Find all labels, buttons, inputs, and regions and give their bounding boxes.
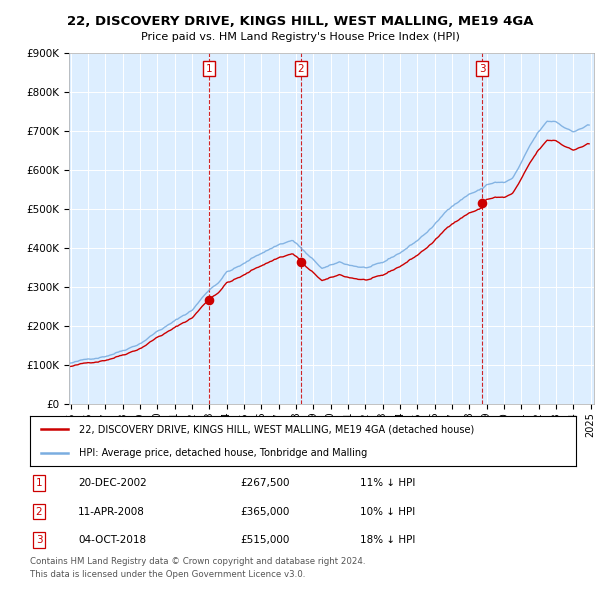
Text: 11-APR-2008: 11-APR-2008: [78, 507, 145, 516]
Text: 18% ↓ HPI: 18% ↓ HPI: [360, 535, 415, 545]
Text: 22, DISCOVERY DRIVE, KINGS HILL, WEST MALLING, ME19 4GA (detached house): 22, DISCOVERY DRIVE, KINGS HILL, WEST MA…: [79, 424, 475, 434]
Text: 3: 3: [35, 535, 43, 545]
Text: 10% ↓ HPI: 10% ↓ HPI: [360, 507, 415, 516]
Point: [296, 257, 305, 267]
Text: £267,500: £267,500: [240, 478, 290, 488]
Text: £365,000: £365,000: [240, 507, 289, 516]
Text: 22, DISCOVERY DRIVE, KINGS HILL, WEST MALLING, ME19 4GA: 22, DISCOVERY DRIVE, KINGS HILL, WEST MA…: [67, 15, 533, 28]
Text: This data is licensed under the Open Government Licence v3.0.: This data is licensed under the Open Gov…: [30, 570, 305, 579]
Point: [204, 295, 214, 304]
Text: 3: 3: [479, 64, 485, 74]
Text: £515,000: £515,000: [240, 535, 289, 545]
Point: [478, 199, 487, 208]
Text: Price paid vs. HM Land Registry's House Price Index (HPI): Price paid vs. HM Land Registry's House …: [140, 32, 460, 42]
Text: 1: 1: [206, 64, 212, 74]
Text: HPI: Average price, detached house, Tonbridge and Malling: HPI: Average price, detached house, Tonb…: [79, 448, 367, 458]
Text: 2: 2: [298, 64, 304, 74]
Text: 1: 1: [35, 478, 43, 488]
Text: Contains HM Land Registry data © Crown copyright and database right 2024.: Contains HM Land Registry data © Crown c…: [30, 557, 365, 566]
Text: 04-OCT-2018: 04-OCT-2018: [78, 535, 146, 545]
Text: 2: 2: [35, 507, 43, 516]
Text: 20-DEC-2002: 20-DEC-2002: [78, 478, 147, 488]
Text: 11% ↓ HPI: 11% ↓ HPI: [360, 478, 415, 488]
